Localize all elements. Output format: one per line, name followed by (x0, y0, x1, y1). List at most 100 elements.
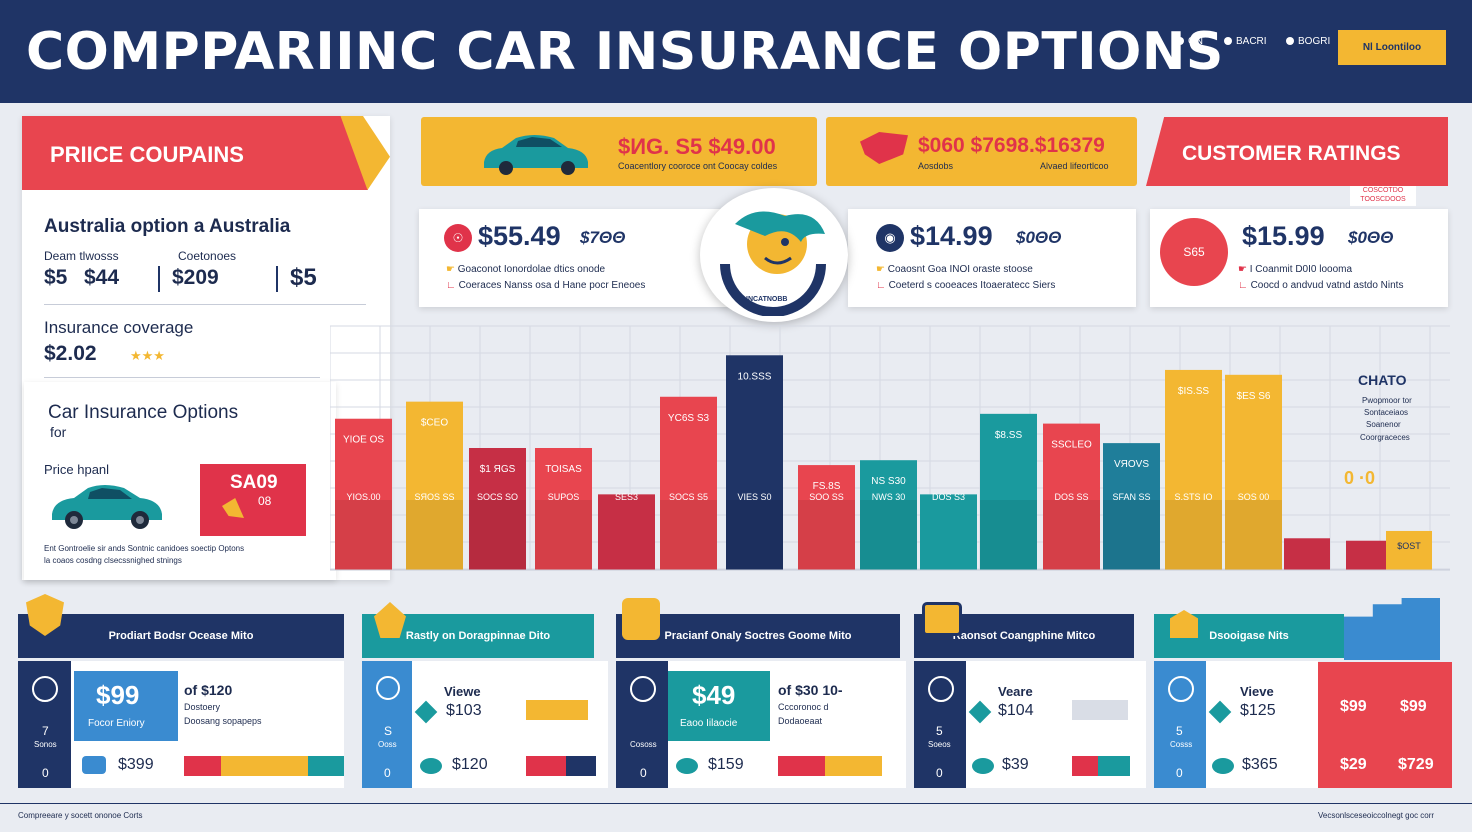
price-heading: Australia option a Australia (44, 216, 291, 237)
nav-item-bacri[interactable]: BACRI (1224, 36, 1267, 47)
plan-suffix: $7ΘΘ (580, 228, 626, 247)
chart-bar-bottom-label: $OST (1397, 541, 1421, 551)
progress-bar (184, 756, 308, 776)
user-icon (1286, 37, 1294, 46)
options-title: Car Insurance Options (48, 402, 239, 423)
chart-side-title: CHATO (1358, 372, 1407, 388)
view-label: Viewe (444, 684, 481, 699)
chart-bar-bottom-label: YIOS.00 (346, 492, 380, 502)
plan-price: $15.99 (1242, 221, 1325, 251)
chart-bar-bottom-label: S.STS IO (1174, 492, 1212, 502)
bar-chart: YIOE OS YIOS.00 $CEO SЯOS SS $1 ЯGS SOCS SO TO… (329, 318, 1450, 588)
rail-label: Sonos (34, 740, 57, 749)
big-price-sub: Focor Eniory (88, 718, 145, 729)
card1-prices: $ИG. S5 $49.00 (618, 134, 776, 159)
price-c: $209 (172, 266, 219, 289)
bullet-icon: ∟ (1238, 280, 1251, 291)
rail-label: Cosss (1170, 740, 1193, 749)
row2-price: $39 (1002, 756, 1029, 773)
plan-card-1[interactable] (419, 209, 729, 307)
clock-icon (928, 676, 954, 702)
chart-bar-band (1225, 500, 1282, 570)
mascot-icon (720, 211, 826, 316)
nav-item-bogri[interactable]: BOGRI (1286, 36, 1330, 47)
rail-label: Cososs (630, 740, 657, 749)
chart-bar-bottom-label: SFAN SS (1112, 492, 1150, 502)
plan-badge-icon: ◉ (876, 224, 904, 252)
rail-count: 0 (384, 766, 391, 780)
chat-icon (676, 758, 698, 774)
divider (44, 304, 366, 305)
wallet-icon (82, 756, 106, 774)
clock-icon (376, 676, 400, 700)
price-card (200, 464, 306, 536)
car-icon (52, 485, 162, 529)
coverage-value: $2.02 (44, 342, 97, 365)
bottom-card-4-title: Raonsot Coangphine Mitco (914, 614, 1134, 658)
row-price: $399 (118, 756, 154, 773)
rail-count: 0 (42, 766, 49, 780)
progress-cap (308, 756, 344, 776)
plan-price: $14.99 (910, 221, 993, 251)
nav-item-on[interactable]: ON (1176, 36, 1203, 47)
chart-bar-4 (535, 448, 592, 570)
plan-line-1: ☛ Goaconot Ionordolae dtics onode (446, 264, 606, 275)
bottom-card-2-title: Rastly on Doragpinnae Dito (362, 614, 594, 658)
chart-bar-band (535, 500, 592, 570)
price-d: $5 (290, 264, 317, 291)
chart-bar-bottom-label: SUPOS (548, 492, 580, 502)
chart-bar-bottom-label: NWS 30 (872, 492, 906, 502)
chart-bar-band (406, 500, 463, 570)
chart-bar-top-label: $8.SS (995, 430, 1023, 441)
row2-price: $120 (452, 756, 488, 773)
chart-bar-top-label: TOISAS (545, 464, 582, 475)
chart-bar-8 (798, 465, 855, 570)
card2-prices: $060 $7698.$16379 (918, 134, 1105, 157)
chart-bar-top-label: YC6S S3 (668, 413, 710, 424)
chart-bar-11 (980, 413, 1037, 570)
chart-bar-2 (406, 401, 463, 570)
chart-bar-top-label: SSCLEO (1051, 440, 1092, 451)
row-price: $159 (708, 756, 744, 773)
divider (276, 266, 278, 292)
chart-bar-10 (920, 494, 977, 570)
mid-c: Dodaoeaat (778, 716, 823, 726)
chart-bar-5 (598, 494, 655, 570)
mid-a: of $30 10- (778, 682, 843, 698)
chart-bar-6 (660, 396, 717, 570)
bullet-icon: ∟ (876, 280, 889, 291)
plan-line-2: ∟ Coeraces Nanss osa d Hane pocr Eneoes (446, 280, 646, 291)
plan-line-2: ∟ Coocd o andvud vatnd astdo Nints (1238, 280, 1404, 291)
ratings-sub: COSCOTDO TOOSCDOOS (1350, 186, 1416, 206)
clock-icon (630, 676, 656, 702)
big-price: $99 (96, 680, 140, 710)
header-bar (0, 0, 1472, 103)
price-banner-label: PRIICE COUPAINS (50, 142, 244, 167)
bullet-icon: ∟ (446, 280, 459, 291)
chart-canvas: YIOE OS YIOS.00 $CEO SЯOS SS $1 ЯGS SOCS SO TO… (329, 325, 1450, 571)
progress-bar (1072, 700, 1128, 720)
chat-icon (420, 758, 442, 774)
plan-badge-icon: ☉ (444, 224, 472, 252)
bag-icon (622, 598, 660, 640)
chart-bar-top-label: FS.8S (813, 481, 841, 492)
progress-cap (1098, 756, 1130, 776)
promo-price: $99 (1400, 698, 1427, 715)
hand-icon: ☛ (876, 264, 888, 275)
chart-bar-15 (1225, 374, 1282, 570)
chart-bar-band (1165, 500, 1222, 570)
chart-bar-14 (1165, 369, 1222, 570)
chat-icon (1212, 758, 1234, 774)
chart-bar-18 (1386, 530, 1432, 570)
chart-bar-bottom-label: SЯOS SS (414, 492, 454, 502)
header-action-button[interactable]: Nl Loontiloo (1338, 30, 1446, 65)
note-line-2: la coaos cosdng clsecssnighed stnings (44, 556, 182, 565)
logo-text: INCATNOBB (746, 296, 788, 303)
chart-bar-top-label: $CEO (421, 418, 448, 429)
row1-price: $125 (1240, 702, 1276, 719)
price-a: $5 (44, 266, 68, 289)
chart-bar-top-label: $ES S6 (1237, 391, 1271, 402)
chart-side-value: 0 ·0 (1344, 468, 1376, 488)
view-label: Vieve (1240, 684, 1274, 699)
footer-left: Compreeare y socett ononoe Corts (18, 811, 143, 820)
